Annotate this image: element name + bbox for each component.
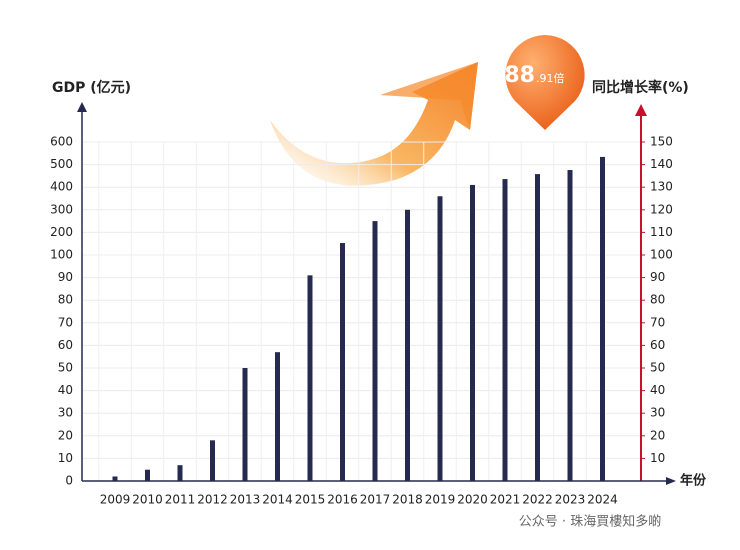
y2-tick-label: 90 (650, 270, 665, 284)
y2-tick-label: 50 (650, 361, 665, 375)
y2-tick-label: 100 (650, 248, 673, 262)
y2-axis-title: 同比增长率(%) (592, 79, 689, 96)
y-tick-label: 30 (58, 406, 73, 420)
y2-tick-label: 30 (650, 406, 665, 420)
y-tick-label: 90 (58, 270, 73, 284)
y-tick-label: 200 (50, 225, 73, 239)
x-tick-label: 2009 (100, 493, 131, 507)
x-tick-label: 2024 (587, 493, 618, 507)
y2-tick-label: 70 (650, 315, 665, 329)
bar (210, 440, 215, 481)
y2-tick-label: 150 (650, 135, 673, 149)
y2-tick-label: 130 (650, 180, 673, 194)
x-axis-arrow (666, 477, 676, 485)
bar (340, 243, 345, 481)
bar (567, 170, 573, 482)
bar (405, 209, 410, 482)
x-tick-label: 2016 (327, 493, 358, 507)
badge: 188 .91倍 (489, 35, 585, 130)
y-tick-label: 100 (50, 248, 73, 262)
decor-arrow (270, 62, 478, 186)
y-tick-label: 20 (58, 428, 73, 442)
bar (177, 465, 183, 481)
bar (502, 179, 508, 481)
x-tick-label: 2018 (392, 493, 423, 507)
x-tick-label: 2014 (262, 493, 293, 507)
y2-tick-label: 40 (650, 383, 665, 397)
y-tick-label: 50 (58, 361, 73, 375)
bar (600, 156, 605, 481)
plot: 0 10 20 30 40 50 60 70 80 90 100 200 300 400 500 600 10 2… (50, 135, 673, 507)
y-tick-label: 0 (65, 474, 73, 488)
x-tick-label: 2019 (425, 493, 456, 507)
y-tick-label: 10 (58, 451, 73, 465)
bar (470, 184, 475, 481)
y-tick-label: 80 (58, 293, 73, 307)
bar (307, 275, 313, 481)
x-tick-label: 2017 (360, 493, 391, 507)
bar (112, 476, 118, 481)
y2-tick-label: 80 (650, 293, 665, 307)
y2-tick-label: 20 (650, 428, 665, 442)
x-tick-label: 2012 (197, 493, 228, 507)
x-tick-label: 2022 (522, 493, 553, 507)
x-tick-label: 2023 (555, 493, 586, 507)
x-axis-title: 年份 (680, 473, 707, 489)
y-tick-label: 600 (50, 135, 73, 149)
x-tick-label: 2010 (132, 493, 163, 507)
watermark: 公众号 · 珠海買樓知多啲 (519, 514, 661, 530)
bar (275, 352, 280, 481)
y2-tick-label: 140 (650, 157, 673, 171)
y-tick-label: 300 (50, 202, 73, 216)
y2-tick-label: 10 (650, 451, 665, 465)
x-tick-label: 2020 (457, 493, 488, 507)
y-tick-label: 40 (58, 383, 73, 397)
badge-main: 188 (489, 63, 535, 88)
badge-sub: .91倍 (536, 71, 565, 85)
y-tick-label: 500 (50, 157, 73, 171)
y-tick-label: 400 (50, 180, 73, 194)
bar (145, 469, 150, 481)
y-tick-label: 70 (58, 315, 73, 329)
y-tick-label: 60 (58, 338, 73, 352)
y2-tick-label: 60 (650, 338, 665, 352)
x-tick-label: 2011 (165, 493, 196, 507)
bar (437, 196, 443, 482)
y2-tick-label: 120 (650, 202, 673, 216)
y-axis-title: GDP (亿元) (52, 79, 131, 96)
bar (535, 174, 540, 482)
bar (372, 221, 378, 481)
y2-axis-arrow (635, 104, 647, 116)
x-tick-label: 2021 (490, 493, 521, 507)
y-axis-arrow (77, 102, 87, 112)
bar (242, 368, 248, 481)
x-tick-label: 2013 (230, 493, 261, 507)
x-tick-label: 2015 (295, 493, 326, 507)
y2-tick-label: 110 (650, 225, 673, 239)
